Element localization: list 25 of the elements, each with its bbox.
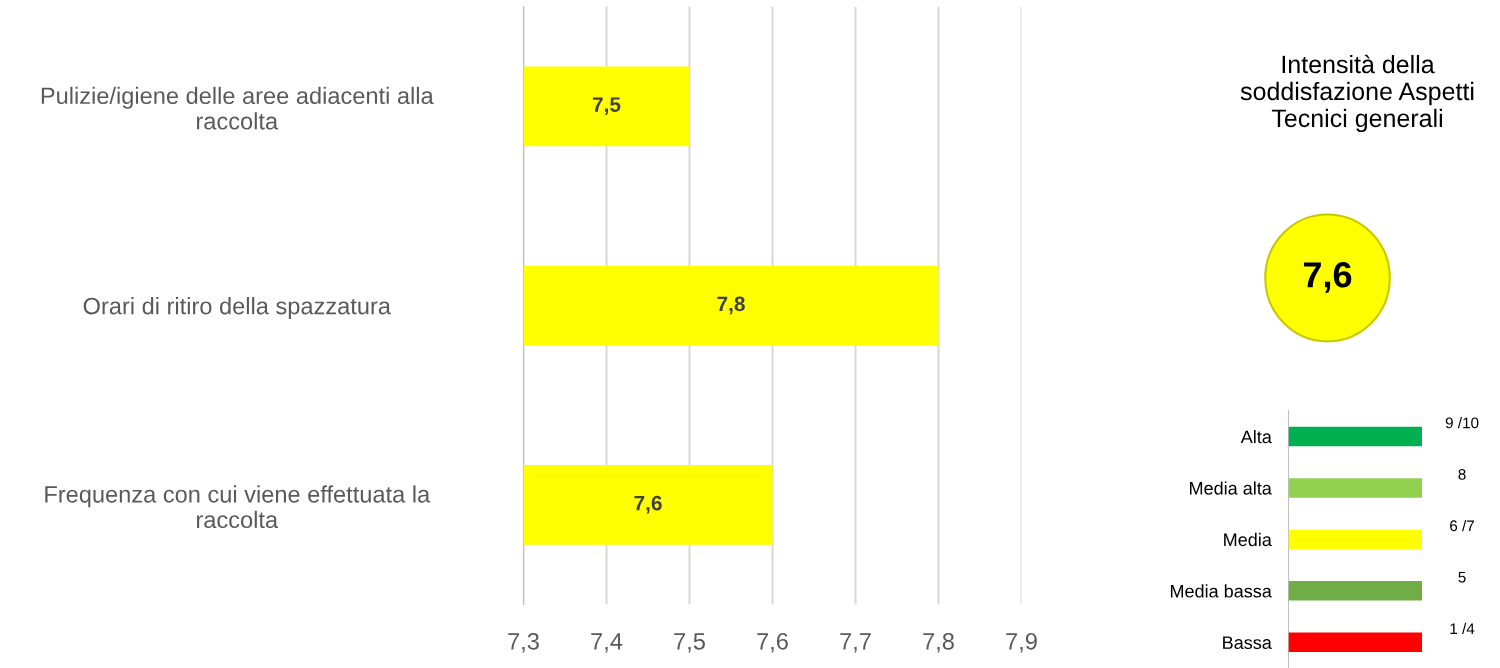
x-tick-label: 7,8 [923, 632, 954, 653]
data-label: 7,6 [634, 495, 662, 514]
category-label: Media bassa [1170, 584, 1272, 598]
y-tick-label: Orari di ritiro della spazzatura [83, 297, 391, 320]
text: 6 /7 [1450, 519, 1475, 532]
data-label: 7,8 [717, 296, 745, 315]
text: Intensità della soddisfazione Aspetti Tecnici generali [1240, 54, 1474, 133]
text: 5 [1458, 571, 1466, 583]
text: 9 /10 [1445, 417, 1479, 429]
category-label: Alta [1240, 430, 1272, 444]
text: 1 /4 [1450, 622, 1475, 635]
text: 7,6 [1303, 262, 1352, 293]
x-tick-label: 7,9 [1006, 632, 1037, 653]
category-label: Media [1224, 532, 1272, 547]
y-tick-label: Pulizie/igiene delle aree adiacenti alla raccolta [41, 86, 434, 130]
x-tick-label: 7,6 [757, 632, 788, 653]
text: 8 [1458, 468, 1466, 480]
x-tick-label: 7,5 [674, 633, 705, 653]
data-label: 7,5 [592, 97, 621, 115]
x-tick-label: 7,3 [508, 632, 539, 653]
category-label: Bassa [1223, 636, 1272, 649]
x-tick-label: 7,7 [840, 633, 871, 653]
y-tick-label: Frequenza con cui viene effettuata la raccolta [45, 485, 431, 529]
x-tick-label: 7,4 [591, 633, 623, 653]
category-label: Media alta [1190, 481, 1272, 495]
